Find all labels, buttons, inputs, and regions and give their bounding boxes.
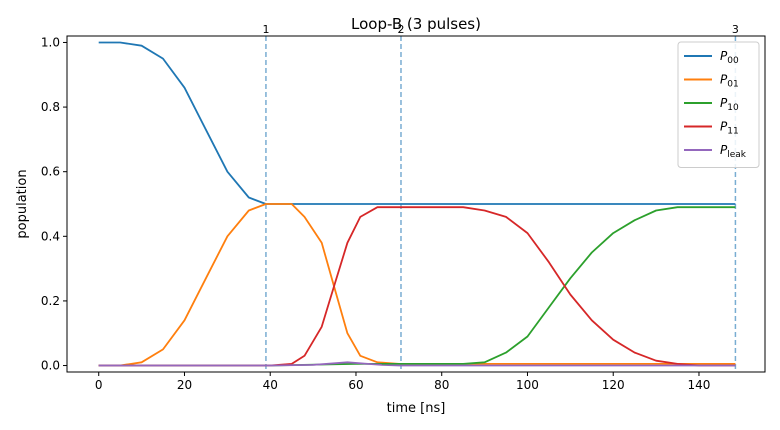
series-line-11 <box>98 206 736 367</box>
y-tick-label-3: 0.6 <box>41 165 60 179</box>
series-line-01 <box>98 203 736 367</box>
x-tick-label-6: 120 <box>602 378 625 392</box>
x-tick-label-4: 80 <box>434 378 449 392</box>
pulse-marker-label-1: 1 <box>262 23 269 36</box>
pulse-marker-label-3: 3 <box>732 23 739 36</box>
y-tick-label-0: 0.0 <box>41 359 60 373</box>
legend-label-00: P00 <box>720 49 739 66</box>
x-tick-label-2: 40 <box>263 378 278 392</box>
legend-label-01: P01 <box>720 73 739 90</box>
y-tick-label-1: 0.2 <box>41 294 60 308</box>
series-line-00 <box>98 41 736 205</box>
legend-label-11: P11 <box>720 120 739 137</box>
axis-ticks: 0 20 40 60 80 100 120 140 0.0 0.2 0.4 0.6 0.8 1.0 <box>41 35 711 392</box>
x-axis-label: time [ns] <box>387 401 446 416</box>
legend-box <box>677 41 760 168</box>
y-tick-label-4: 0.8 <box>41 100 60 114</box>
chart-title: Loop-B (3 pulses) <box>351 15 481 33</box>
x-tick-label-7: 140 <box>688 378 711 392</box>
pulse-markers: 1 2 3 <box>262 23 739 372</box>
y-axis-label: population <box>15 169 30 238</box>
x-tick-label-5: 100 <box>516 378 539 392</box>
pulse-marker-label-2: 2 <box>397 23 404 36</box>
series-lines <box>98 41 736 367</box>
series-line-10 <box>98 206 736 367</box>
x-tick-label-3: 60 <box>348 378 363 392</box>
y-tick-label-5: 1.0 <box>41 35 60 49</box>
plot-frame <box>66 35 766 373</box>
legend: P00 P01 P10 P11 Pleak <box>677 41 760 168</box>
y-tick-label-2: 0.4 <box>41 229 60 243</box>
series-line-leak <box>98 361 736 367</box>
legend-label-10: P10 <box>720 96 739 113</box>
legend-label-leak: Pleak <box>720 143 747 160</box>
x-tick-label-0: 0 <box>95 378 103 392</box>
x-tick-label-1: 20 <box>177 378 192 392</box>
